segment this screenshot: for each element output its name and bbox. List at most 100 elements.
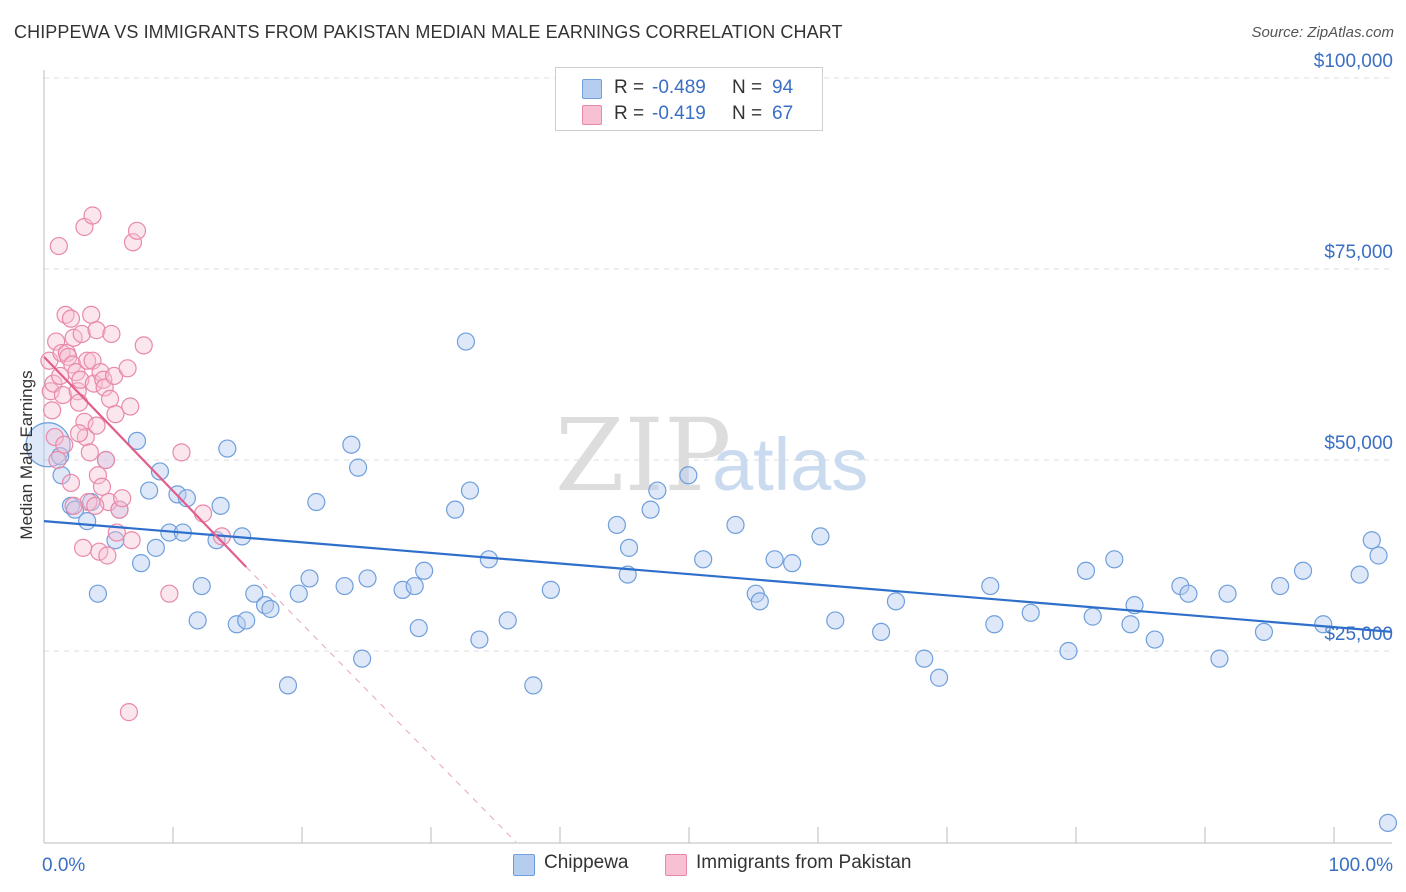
pakistan-point xyxy=(100,389,120,408)
pakistan-point xyxy=(75,412,94,431)
pakistan-point xyxy=(69,393,89,412)
legend-swatch-chippewa xyxy=(513,854,535,876)
pakistan-point xyxy=(64,496,83,515)
chippewa-point xyxy=(694,550,713,569)
chippewa-point xyxy=(188,611,207,630)
axes xyxy=(43,70,1392,844)
y-tick-label: $100,000 xyxy=(1314,51,1393,72)
y-tick-label: $75,000 xyxy=(1324,242,1393,263)
chippewa-point xyxy=(409,618,428,638)
chippewa-point xyxy=(289,584,308,603)
chippewa-point xyxy=(872,622,891,642)
chippewa-point xyxy=(1076,561,1096,580)
tick-labels: $25,000 $50,000 $75,000 $100,000 0.0% 100.0% xyxy=(42,51,1393,876)
x-tick-label: 0.0% xyxy=(42,855,85,876)
chippewa-point xyxy=(679,466,698,485)
chippewa-point xyxy=(1218,584,1237,603)
chippewa-point xyxy=(150,462,170,481)
pakistan-point xyxy=(42,401,62,420)
chippewa-point xyxy=(1350,565,1369,584)
chippewa-point xyxy=(619,538,639,557)
pakistan-point xyxy=(113,489,132,508)
chippewa-point xyxy=(127,431,147,450)
chippewa-point xyxy=(1254,622,1274,642)
chippewa-point xyxy=(446,500,465,519)
pakistan-point xyxy=(94,370,113,389)
chippewa-point xyxy=(405,576,424,596)
n-value: 67 xyxy=(772,103,794,124)
n-label: N = xyxy=(732,77,763,98)
chippewa-point xyxy=(541,580,560,599)
pakistan-points xyxy=(40,206,232,722)
chippewa-point xyxy=(1271,576,1290,596)
chippewa-point xyxy=(498,611,517,630)
pakistan-point xyxy=(102,324,121,344)
chippewa-point xyxy=(750,592,769,611)
pakistan-point xyxy=(73,538,93,557)
y-axis-label: Median Male Earnings xyxy=(17,370,36,539)
pakistan-point xyxy=(104,366,124,386)
chippewa-point xyxy=(1105,550,1124,569)
chippewa-point xyxy=(348,458,368,477)
chippewa-point xyxy=(227,615,246,634)
pakistan-point xyxy=(72,324,91,344)
chippewa-point xyxy=(479,550,498,569)
pakistan-point xyxy=(122,531,141,550)
pakistan-point xyxy=(127,221,147,240)
pakistan-point xyxy=(84,374,103,393)
chippewa-points xyxy=(25,332,1398,833)
chippewa-point xyxy=(783,554,802,573)
chippewa-point xyxy=(52,466,71,485)
pakistan-point xyxy=(160,584,179,603)
chippewa-point xyxy=(415,561,434,580)
pakistan-point xyxy=(134,336,153,355)
pakistan-point xyxy=(71,370,90,389)
chippewa-point xyxy=(25,422,71,468)
chippewa-point xyxy=(886,592,906,611)
chippewa-point xyxy=(353,649,372,668)
r-value: -0.489 xyxy=(652,77,706,98)
pakistan-point xyxy=(92,477,112,496)
stats-box: R = -0.489 N = 94 R = -0.419 N = 67 xyxy=(555,67,823,131)
pakistan-point xyxy=(121,397,140,416)
pakistan-point xyxy=(53,385,72,405)
pakistan-point xyxy=(69,424,89,443)
pakistan-point xyxy=(78,351,97,370)
chippewa-point xyxy=(1369,546,1388,565)
chippewa-point xyxy=(1059,641,1078,661)
legend-swatch-pakistan xyxy=(665,854,687,876)
n-label: N = xyxy=(732,103,763,124)
chart-title: CHIPPEWA VS IMMIGRANTS FROM PAKISTAN MED… xyxy=(14,22,843,42)
chippewa-trend-line xyxy=(43,520,1393,633)
chippewa-point xyxy=(826,611,845,630)
chippewa-point xyxy=(261,599,280,619)
r-label: R = xyxy=(614,77,645,98)
chippewa-point xyxy=(218,439,237,458)
pakistan-point xyxy=(48,450,67,470)
chippewa-point xyxy=(1179,584,1198,603)
y-tick-label: $25,000 xyxy=(1324,624,1393,645)
chippewa-point xyxy=(342,435,361,454)
chippewa-point xyxy=(1293,561,1313,580)
chippewa-point xyxy=(1362,531,1381,550)
chippewa-point xyxy=(811,527,830,546)
chippewa-point xyxy=(393,580,412,599)
chippewa-point xyxy=(1314,615,1333,634)
chippewa-point xyxy=(607,515,627,535)
chippewa-point xyxy=(1021,603,1040,622)
pakistan-point xyxy=(172,443,191,462)
pakistan-point xyxy=(86,496,105,515)
legend-label: Immigrants from Pakistan xyxy=(696,852,912,873)
chippewa-point xyxy=(237,611,256,630)
chippewa-point xyxy=(146,538,165,557)
pakistan-point xyxy=(118,359,137,378)
pakistan-point xyxy=(82,305,101,324)
chippewa-point xyxy=(1083,607,1102,626)
pakistan-point xyxy=(45,427,64,447)
pakistan-point xyxy=(119,703,139,722)
pakistan-point xyxy=(47,332,66,351)
pakistan-point xyxy=(83,206,102,225)
pakistan-point xyxy=(96,450,116,470)
pakistan-point xyxy=(61,309,81,328)
